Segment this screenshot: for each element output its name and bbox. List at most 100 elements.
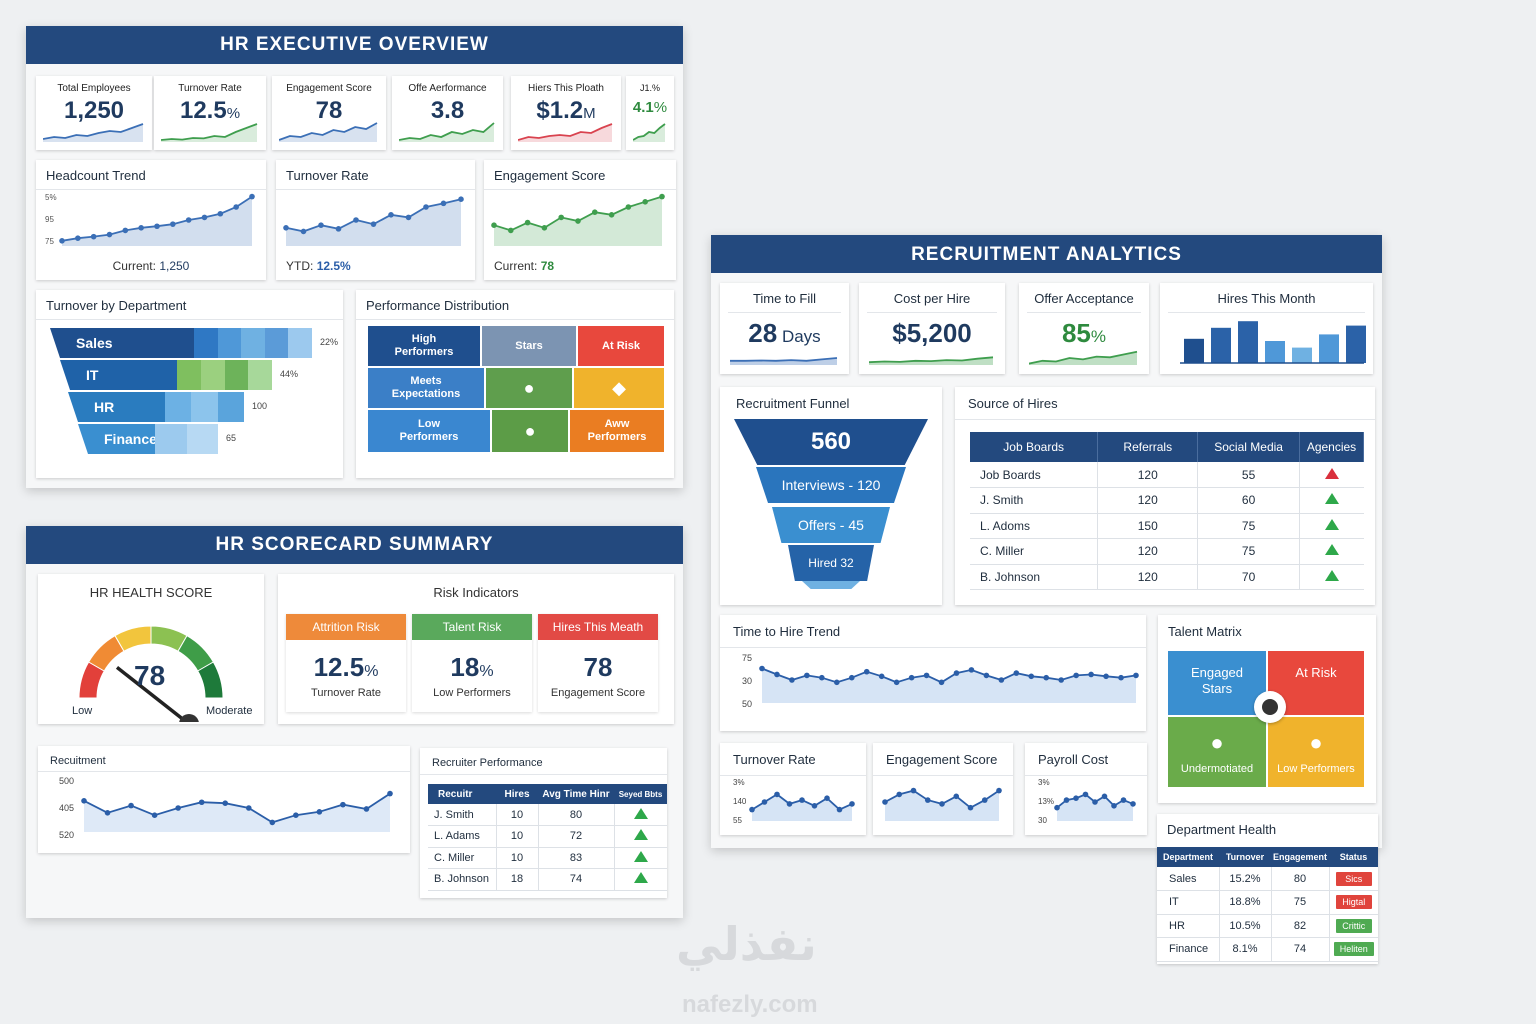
performance-cell[interactable]: Aww Performers: [570, 410, 664, 452]
hires-bar: [1238, 321, 1258, 363]
funnel-stage[interactable]: Hired 32: [788, 545, 874, 581]
table-row[interactable]: C. Miller 120 75: [970, 538, 1364, 565]
time-to-hire-point: [1088, 671, 1094, 678]
small-trend-point: [1092, 799, 1098, 805]
funnel-stage[interactable]: Offers - 45: [772, 507, 890, 543]
table-header-cell[interactable]: Status: [1329, 847, 1378, 867]
funnel-stage[interactable]: Interviews - 120: [756, 467, 906, 503]
trend-area: [62, 196, 252, 246]
department-value: 100: [252, 401, 268, 411]
time-to-hire-point: [1133, 672, 1139, 679]
table-row[interactable]: Finance 8.1% 74 Heliten: [1157, 937, 1378, 962]
talent-cell[interactable]: ● Low Performers: [1268, 717, 1364, 787]
performance-cell[interactable]: Low Performers: [368, 410, 490, 452]
department-bar-segment: [194, 328, 218, 358]
table-row[interactable]: Job Boards 120 55: [970, 462, 1364, 488]
kpi-spark-area: [43, 124, 143, 142]
table-row[interactable]: L. Adams 10 72: [428, 825, 667, 848]
table-header-cell[interactable]: Agencies: [1299, 432, 1364, 462]
department-health-table: Department Turnover Engagement Status Sales 1…: [1157, 847, 1378, 962]
table-header-cell[interactable]: Turnover: [1219, 847, 1271, 867]
performance-cell[interactable]: ●: [486, 368, 572, 408]
table-row[interactable]: IT 18.8% 75 Higtal: [1157, 890, 1378, 915]
table-row[interactable]: J. Smith 10 80: [428, 804, 667, 826]
small-trend-point: [799, 797, 805, 803]
card-title: Recruiter Performance: [420, 748, 667, 775]
kpi-number: 85: [1061, 318, 1091, 348]
axis-tick-label: 3%: [1038, 778, 1050, 787]
table-header-cell[interactable]: Social Media: [1197, 432, 1301, 462]
table-row[interactable]: J. Smith 120 60: [970, 487, 1364, 514]
small-trend-area: [1057, 794, 1133, 821]
risk-indicator: Hires This Meath 78 Engagement Score: [538, 614, 658, 712]
table-row[interactable]: C. Miller 10 83: [428, 847, 667, 869]
department-bar-segment: [177, 360, 201, 390]
table-header-cell[interactable]: Hires: [496, 784, 538, 804]
table-row[interactable]: HR 10.5% 82 Crittic: [1157, 914, 1378, 938]
kpi-spark-area: [730, 358, 837, 365]
trend-chart: [491, 193, 665, 246]
source-of-hires-table: Job Boards Referrals Social Media Agencies J…: [970, 432, 1364, 590]
department-bar[interactable]: Finance: [78, 424, 218, 454]
kpi-label: Hiers This Ploath: [528, 83, 604, 94]
table-header-cell[interactable]: Seyed Bbts: [614, 784, 667, 804]
department-bar[interactable]: IT: [60, 360, 272, 390]
board-title: HR SCORECARD SUMMARY: [26, 526, 683, 564]
kpi-value: $1.2M: [511, 97, 621, 125]
table-header-row: Recuitr Hires Avg Time Hinr Seyed Bbts: [428, 784, 667, 804]
table-row[interactable]: Sales 15.2% 80 Sics: [1157, 867, 1378, 891]
kpi-card: Total Employees 1,250: [36, 76, 152, 150]
table-cell: 120: [1097, 564, 1199, 590]
performance-cell[interactable]: At Risk: [578, 326, 664, 366]
table-row[interactable]: L. Adoms 150 75: [970, 513, 1364, 539]
department-bar-segment: [186, 424, 218, 454]
talent-cell[interactable]: Engaged Stars: [1168, 651, 1266, 715]
table-cell: [614, 825, 667, 848]
small-trend-point: [749, 806, 755, 813]
department-bar-segment: [224, 360, 249, 390]
table-header-cell[interactable]: Engagement: [1271, 847, 1329, 867]
funnel-top[interactable]: 560: [734, 419, 928, 465]
card-title: Talent Matrix: [1168, 624, 1242, 639]
trend-point: [508, 227, 514, 234]
trend-point: [353, 217, 359, 223]
trend-point: [59, 238, 65, 244]
performance-cell[interactable]: High Performers: [368, 326, 480, 366]
kpi-spark-line: [399, 122, 495, 141]
trend-point: [388, 212, 394, 218]
table-header-row: Department Turnover Engagement Status: [1157, 847, 1378, 867]
kpi-card: Turnover Rate 12.5%: [154, 76, 266, 150]
performance-cell[interactable]: Stars: [482, 326, 576, 366]
trend-area: [286, 199, 461, 246]
table-header-cell[interactable]: Referrals: [1097, 432, 1199, 462]
performance-cell[interactable]: ●: [492, 410, 568, 452]
avatar-icon: [1254, 691, 1286, 723]
table-row[interactable]: B. Johnson 18 74: [428, 868, 667, 891]
table-header-cell[interactable]: Avg Time Hinr: [538, 784, 614, 804]
funnel-stage-label: Hired: [808, 556, 837, 570]
small-trend-point: [981, 797, 988, 803]
table-cell: J. Smith: [428, 804, 497, 826]
trend-up-icon: [1324, 544, 1339, 556]
axis-tick-label: 500: [59, 776, 74, 786]
table-header-cell[interactable]: Recuitr: [428, 784, 496, 804]
department-value: 22%: [320, 337, 339, 347]
time-to-hire-point: [1103, 673, 1109, 680]
department-value: 44%: [280, 369, 299, 379]
axis-tick-label: 30: [1038, 816, 1047, 825]
performance-cell[interactable]: ◆: [574, 368, 664, 408]
department-bar[interactable]: HR: [68, 392, 244, 422]
time-to-hire-trend-card: Time to Hire Trend 75 30 50: [720, 615, 1146, 731]
risk-number: 12.5: [313, 652, 365, 682]
small-trend-point: [1130, 801, 1136, 807]
department-bar[interactable]: Sales: [50, 328, 312, 358]
table-header-cell[interactable]: Department: [1157, 847, 1219, 867]
table-row[interactable]: B. Johnson 120 70: [970, 564, 1364, 590]
risk-indicators-card: Risk Indicators Attrition Risk 12.5% Turno…: [278, 574, 674, 724]
kpi-label: Time to Fill: [728, 283, 841, 313]
table-header-cell[interactable]: Job Boards: [970, 432, 1099, 462]
kpi-number: 78: [315, 97, 343, 124]
talent-cell[interactable]: ● Undermotiated: [1168, 717, 1266, 787]
performance-cell[interactable]: Meets Expectations: [368, 368, 484, 408]
trend-point: [423, 204, 429, 210]
